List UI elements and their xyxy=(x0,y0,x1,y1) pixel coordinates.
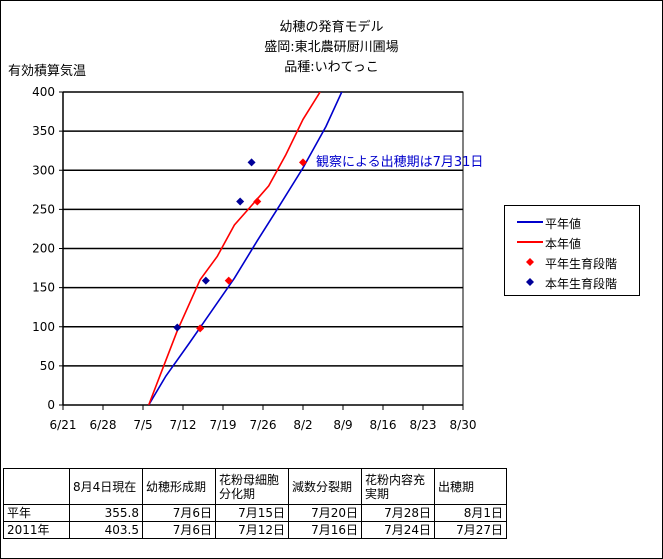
stage-marker xyxy=(173,323,182,332)
legend-label: 本年生育段階 xyxy=(545,277,618,291)
y-tick-label: 250 xyxy=(32,202,55,216)
x-tick-label: 7/12 xyxy=(170,418,197,432)
y-tick-label: 350 xyxy=(32,124,55,138)
y-tick-label: 300 xyxy=(32,163,55,177)
annotation-heading-date: 観察による出穂期は7月31日 xyxy=(316,155,484,170)
table-row: 平年 355.8 7月6日 7月15日 7月20日 7月28日 8月1日 xyxy=(3,504,507,522)
table-cell: 7月20日 xyxy=(288,504,362,522)
series-line-0 xyxy=(148,92,343,405)
stage-marker xyxy=(299,158,307,167)
table-header-cell: 出穂期 xyxy=(434,468,507,505)
y-tick-label: 200 xyxy=(32,242,55,256)
y-tick-label: 150 xyxy=(32,281,55,295)
x-tick-label: 7/26 xyxy=(250,418,277,432)
legend-swatch-normal-line xyxy=(517,221,543,223)
x-tick-label: 6/21 xyxy=(50,418,77,432)
table-cell: 403.5 xyxy=(69,521,143,539)
x-tick-label: 8/2 xyxy=(293,418,312,432)
x-tick-label: 6/28 xyxy=(90,418,117,432)
table-cell: 7月28日 xyxy=(361,504,435,522)
table-cell: 7月16日 xyxy=(288,521,362,539)
stage-marker xyxy=(196,324,205,333)
table-header-cell: 減数分裂期 xyxy=(288,468,362,505)
legend: 平年値 本年値 平年生育段階 本年生育段階 xyxy=(504,205,640,296)
legend-swatch-current-stage xyxy=(526,278,534,286)
y-axis-label: 有効積算気温 xyxy=(8,64,87,79)
legend-label: 平年生育段階 xyxy=(545,257,618,271)
growth-stage-table: 8月4日現在 幼穂形成期 花粉母細胞分化期 減数分裂期 花粉内容充実期 出穂期 … xyxy=(3,468,507,539)
table-header-cell: 幼穂形成期 xyxy=(142,468,216,505)
table-cell: 7月27日 xyxy=(434,521,507,539)
y-tick-label: 100 xyxy=(32,320,55,334)
stage-marker xyxy=(224,276,233,285)
legend-swatch-current-line xyxy=(517,241,543,243)
table-row: 2011年 403.5 7月6日 7月12日 7月16日 7月24日 7月27日 xyxy=(3,521,507,539)
y-tick-label: 0 xyxy=(47,398,55,412)
stage-marker xyxy=(236,197,245,206)
table-header-cell: 花粉母細胞分化期 xyxy=(215,468,289,505)
table-header-cell: 花粉内容充実期 xyxy=(361,468,435,505)
table-cell: 7月24日 xyxy=(361,521,435,539)
x-tick-label: 8/23 xyxy=(410,418,437,432)
table-cell: 355.8 xyxy=(69,504,143,522)
gridlines xyxy=(59,91,463,406)
table-header-cell: 8月4日現在 xyxy=(69,468,143,505)
chart-area: 0 50 100 150 200 250 300 350 400 6/21 6/28 7/5 7/12… xyxy=(32,85,477,432)
table-header-cell xyxy=(3,468,70,505)
chart-subtitle-variety: 品種:いわてっこ xyxy=(284,60,379,75)
y-tick-label: 400 xyxy=(32,85,55,99)
table-cell: 2011年 xyxy=(3,521,70,539)
table-cell: 7月6日 xyxy=(142,521,216,539)
legend-label: 平年値 xyxy=(545,217,582,231)
table-header-row: 8月4日現在 幼穂形成期 花粉母細胞分化期 減数分裂期 花粉内容充実期 出穂期 xyxy=(3,468,507,505)
table-cell: 平年 xyxy=(3,504,70,522)
series-line-1 xyxy=(147,92,321,405)
chart-title: 幼穂の発育モデル xyxy=(279,20,384,35)
x-tick-labels: 6/21 6/28 7/5 7/12 7/19 7/26 8/2 8/9 8/16 8/23 8/3… xyxy=(50,418,477,432)
y-tick-labels: 0 50 100 150 200 250 300 350 400 xyxy=(32,85,55,412)
x-tick-label: 8/9 xyxy=(333,418,352,432)
table-cell: 7月12日 xyxy=(215,521,289,539)
x-tick-label: 7/5 xyxy=(133,418,152,432)
x-tick-label: 8/30 xyxy=(450,418,477,432)
table-cell: 7月15日 xyxy=(215,504,289,522)
axes xyxy=(62,92,464,410)
y-tick-label: 50 xyxy=(40,359,55,373)
x-tick-label: 8/16 xyxy=(370,418,397,432)
series-layer xyxy=(147,92,343,405)
legend-swatch-normal-stage xyxy=(526,258,534,266)
legend-label: 本年値 xyxy=(545,237,582,251)
stage-marker xyxy=(247,158,256,167)
table-cell: 7月6日 xyxy=(142,504,216,522)
x-tick-label: 7/19 xyxy=(210,418,237,432)
chart-subtitle-location: 盛岡:東北農研厨川圃場 xyxy=(264,40,399,55)
stage-marker xyxy=(253,197,262,206)
table-cell: 8月1日 xyxy=(434,504,507,522)
marker-layer xyxy=(173,158,307,333)
stage-marker xyxy=(201,276,210,285)
